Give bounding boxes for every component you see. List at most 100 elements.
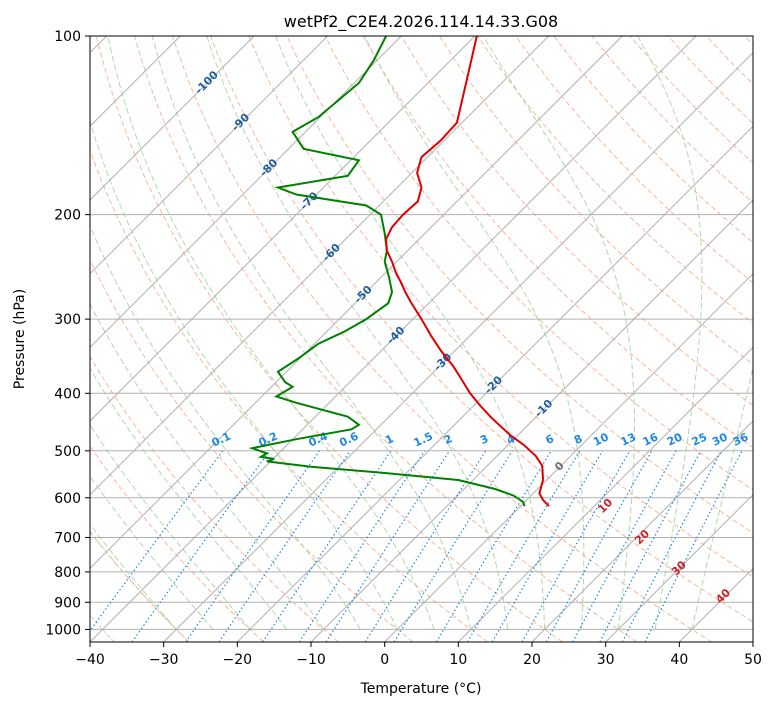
mixing-ratio-label: 20 — [665, 430, 685, 448]
chart-title: wetPf2_C2E4.2026.114.14.33.G08 — [284, 12, 558, 32]
dry-adiabat-line — [90, 355, 339, 642]
isotherm-line — [90, 36, 697, 642]
mixing-ratio-label: 1 — [383, 432, 395, 447]
moist-adiabat-line — [90, 367, 288, 630]
dry-adiabat-line — [553, 36, 753, 244]
mixing-ratio-line — [90, 450, 224, 632]
dry-adiabat-line — [90, 149, 488, 642]
moist-adiabat-line — [151, 36, 472, 630]
dry-adiabat-line — [133, 36, 638, 642]
dry-adiabat-line — [286, 36, 753, 534]
isotherm-lines — [90, 36, 753, 642]
y-tick-label: 600 — [54, 491, 81, 507]
isotherm-label: -40 — [384, 324, 407, 347]
dry-adiabat-cold-line — [90, 531, 190, 642]
x-tick-label: 20 — [523, 652, 541, 668]
mixing-ratio-line — [325, 450, 451, 642]
y-tick-label: 700 — [54, 531, 81, 547]
x-tick-label: 40 — [670, 652, 688, 668]
y-tick-label: 400 — [54, 386, 81, 402]
mixing-ratio-line — [131, 450, 271, 642]
isotherm-line — [90, 36, 255, 201]
x-tick-label: 10 — [449, 652, 467, 668]
y-tick-label: 800 — [54, 565, 81, 581]
x-tick-label: 30 — [597, 652, 615, 668]
mixing-ratio-label: 6 — [544, 432, 557, 447]
mixing-ratio-line — [218, 450, 351, 642]
mixing-ratio-label: 30 — [710, 430, 730, 448]
x-tick-label: 0 — [380, 652, 389, 668]
mixing-ratio-label: 16 — [641, 430, 661, 448]
mixing-ratio-label: 1.5 — [412, 430, 435, 450]
mixing-ratio-line — [435, 450, 552, 642]
mixing-ratio-lines — [90, 450, 743, 642]
dry-adiabat-line — [667, 36, 753, 125]
isotherm-line — [384, 272, 753, 642]
mixing-ratio-line — [185, 450, 321, 642]
dry-adiabat-line — [90, 258, 414, 642]
isotherm-label: -100 — [192, 68, 221, 97]
isotherm-labels: -100-90-80-70-60-50-40-30-20-100 — [192, 68, 567, 474]
isotherm-line — [90, 36, 623, 570]
x-tick-label: −10 — [296, 652, 326, 668]
moist-adiabat-line — [90, 119, 398, 630]
dry-adiabat-line — [362, 36, 753, 449]
dry-adiabat-line — [90, 445, 264, 642]
mixing-ratio-line — [545, 450, 653, 642]
series-dewpoint-line — [248, 36, 526, 507]
moist-adiabat-line — [90, 423, 251, 630]
mixing-ratio-label: 8 — [572, 432, 584, 447]
plot-area: -100-90-80-70-60-50-40-30-20-100 0.1 0.2 0… — [90, 36, 753, 642]
isotherm-label: 0 — [552, 459, 567, 474]
moist-adiabat-line — [482, 36, 635, 630]
dry-adiabat-line — [172, 36, 712, 642]
mixing-ratio-line — [644, 450, 743, 642]
dry-adiabat-line — [591, 36, 753, 204]
x-tick-label: −40 — [75, 652, 105, 668]
isotherm-line — [678, 567, 753, 642]
isotherm-line — [90, 36, 550, 496]
mixing-ratio-label: 36 — [731, 430, 751, 448]
isotherm-line — [236, 125, 753, 642]
mixing-ratio-line — [364, 450, 487, 642]
mixing-ratio-line — [599, 450, 702, 642]
x-axis-label: Temperature (°C) — [360, 681, 482, 697]
moist-adiabat-line — [90, 523, 177, 630]
y-axis-ticks: 100 200 300 400 500 600 700 800 900 1000 — [45, 29, 90, 638]
mixing-ratio-label: 25 — [690, 431, 709, 449]
mixing-ratio-label: 3 — [478, 432, 490, 447]
dry-adiabat-line — [90, 531, 190, 642]
isotherm-line — [163, 51, 753, 642]
isotherm-line — [531, 420, 753, 642]
mixing-ratio-label: 10 — [591, 430, 611, 448]
mixing-ratio-label: 13 — [619, 430, 638, 448]
pressure-gridlines — [90, 36, 753, 630]
moist-adiabat-label: 10 — [595, 496, 615, 516]
moist-adiabat-line — [90, 224, 361, 630]
isotherm-line — [457, 346, 753, 642]
mixing-ratio-line — [298, 450, 426, 642]
y-tick-label: 500 — [54, 444, 81, 460]
dry-adiabat-line — [744, 36, 753, 46]
dry-adiabat-line — [477, 36, 753, 324]
mixing-ratio-line — [466, 450, 581, 642]
moist-adiabat-line — [364, 36, 585, 630]
mixing-ratio-line — [572, 450, 677, 642]
mixing-ratio-line — [262, 450, 392, 642]
dry-adiabat-line — [515, 36, 753, 284]
isotherm-line — [310, 199, 753, 642]
moist-adiabat-line — [691, 365, 753, 630]
dry-adiabat-line — [324, 36, 753, 491]
x-tick-label: −30 — [149, 652, 179, 668]
y-tick-label: 200 — [54, 208, 81, 224]
isotherm-line — [90, 36, 402, 349]
isotherm-line — [90, 36, 329, 275]
isotherm-line — [752, 641, 753, 642]
dry-adiabat-line — [95, 36, 563, 642]
isotherm-line — [605, 493, 753, 642]
moist-adiabat-line — [637, 36, 703, 630]
moist-adiabat-line — [90, 475, 214, 630]
x-axis-ticks: −40 −30 −20 −10 0 10 20 30 40 50 — [75, 642, 762, 668]
